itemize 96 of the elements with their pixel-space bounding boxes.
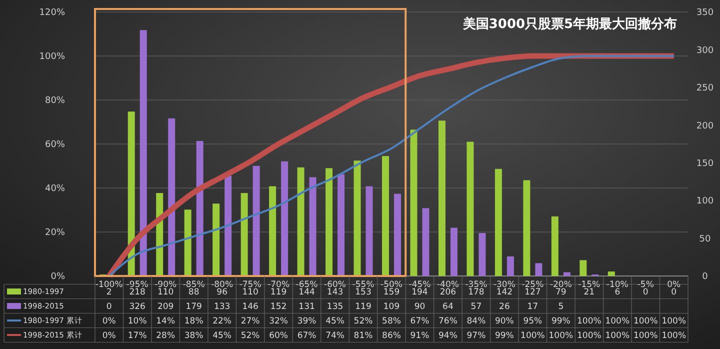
data-label: 74%: [326, 330, 344, 341]
data-label: 17: [527, 302, 538, 312]
data-label: 0: [642, 287, 648, 298]
data-label: 127: [524, 287, 541, 298]
data-label: 32%: [269, 316, 288, 326]
data-label: 84%: [466, 316, 486, 326]
data-label: 143: [326, 287, 344, 298]
data-label: 96: [216, 287, 228, 298]
data-label: 95%: [523, 316, 542, 326]
data-label: 100%: [548, 330, 574, 341]
y2-tick-label: 50: [699, 234, 711, 244]
data-label: 67%: [410, 316, 430, 326]
data-label: 135: [326, 302, 344, 312]
data-label: 110: [242, 287, 258, 298]
data-label: 179: [186, 302, 202, 312]
data-label: 100%: [520, 330, 545, 341]
data-label: 10%: [128, 316, 147, 326]
data-label: 99%: [551, 316, 570, 326]
data-label: 6: [614, 287, 620, 298]
data-label: 100%: [633, 330, 658, 341]
data-label: 133: [214, 302, 230, 312]
data-label: 100%: [605, 316, 630, 326]
data-label: 5: [558, 302, 564, 312]
y-tick-label: 60%: [44, 140, 66, 150]
data-label: 81%: [354, 330, 373, 341]
data-label: 144: [298, 287, 315, 298]
y-tick-label: 120%: [39, 8, 66, 18]
y-tick-label: 40%: [44, 184, 66, 194]
data-label: 52%: [240, 330, 260, 341]
data-label: 86%: [382, 330, 401, 341]
data-label: 76%: [438, 316, 458, 326]
data-label: 146: [242, 302, 258, 312]
data-label: 57: [470, 302, 482, 312]
y-tick-label: 0%: [50, 272, 66, 282]
y-tick-label: 100%: [39, 52, 66, 62]
data-label: 79: [556, 287, 566, 298]
data-label: 100%: [662, 330, 686, 341]
data-label: 109: [383, 302, 400, 312]
data-label: 100%: [605, 330, 630, 341]
data-label: 142: [496, 287, 513, 298]
y2-tick-label: 100: [696, 196, 714, 207]
data-label: 38%: [184, 330, 204, 341]
data-label: 17%: [128, 330, 147, 341]
y2-tick-label: 150: [696, 159, 714, 170]
data-label: 0%: [102, 330, 116, 341]
data-label: 119: [355, 302, 372, 312]
data-label: 119: [270, 287, 287, 298]
data-label: 218: [129, 287, 146, 298]
data-label: 159: [383, 287, 400, 298]
data-label: 99%: [495, 330, 514, 341]
data-label: 110: [157, 287, 174, 298]
data-label: 91%: [410, 330, 430, 341]
data-label: 58%: [382, 316, 401, 326]
data-label: 45%: [326, 316, 344, 326]
data-label: 45%: [212, 330, 232, 341]
data-label: 22%: [212, 316, 232, 326]
data-label: 100%: [577, 316, 602, 326]
data-label: 52%: [354, 316, 373, 326]
data-label: 27%: [240, 316, 260, 326]
data-label: 0: [106, 302, 112, 312]
data-label: 67%: [297, 330, 316, 341]
data-label: 64: [442, 302, 454, 312]
data-label: 206: [440, 287, 456, 298]
data-label: 28%: [156, 330, 176, 341]
data-label: 100%: [633, 316, 658, 326]
data-label: 21: [584, 287, 595, 298]
data-label: 2: [106, 287, 112, 298]
y2-tick-label: 200: [696, 121, 714, 132]
data-label: 60%: [269, 330, 288, 341]
data-label: 152: [270, 302, 287, 312]
data-label: 194: [412, 287, 428, 298]
y2-tick-label: 250: [696, 84, 714, 94]
data-label: 14%: [156, 316, 176, 326]
data-label: 131: [298, 302, 315, 312]
data-label: 326: [129, 302, 146, 312]
data-label: 100%: [662, 316, 686, 326]
data-label: 0%: [102, 316, 116, 326]
data-label: 26: [499, 302, 510, 312]
data-label: 90%: [495, 316, 514, 326]
y-tick-label: 20%: [44, 228, 66, 238]
data-label: 39%: [297, 316, 316, 326]
chart-title: 美国3000只股票5年期最大回撤分布: [462, 16, 678, 32]
data-label: 90: [414, 302, 426, 312]
y2-tick-label: 300: [696, 46, 714, 56]
data-label: 178: [468, 287, 484, 298]
data-label: 100%: [577, 330, 602, 341]
y2-tick-label: 0: [702, 272, 708, 282]
data-label: 94%: [438, 330, 458, 341]
data-label: 0: [671, 287, 677, 298]
data-label: 88: [188, 287, 200, 298]
data-label: 153: [355, 287, 372, 298]
data-label: 209: [157, 302, 174, 312]
y-tick-label: 80%: [44, 96, 66, 106]
data-label: 18%: [184, 316, 204, 326]
data-label: 97%: [466, 330, 486, 341]
y2-tick-label: 350: [696, 8, 714, 18]
